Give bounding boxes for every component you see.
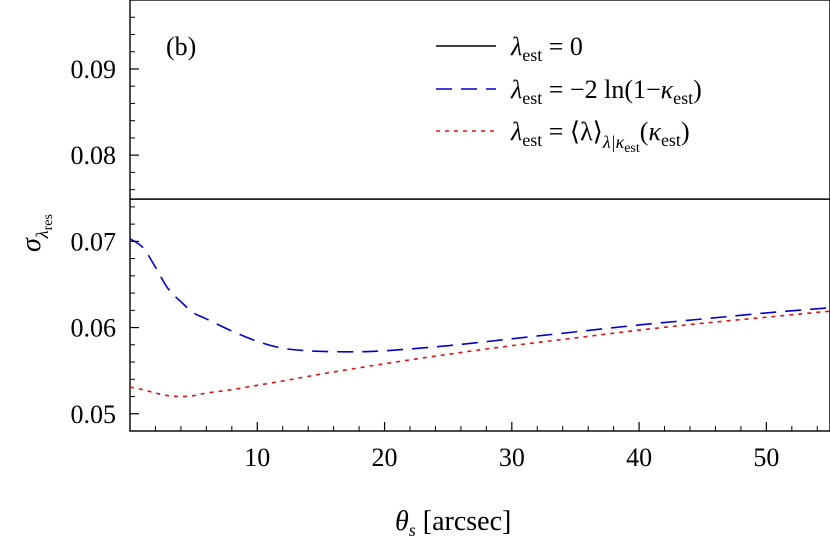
series-layer — [129, 198, 830, 398]
plot-frame — [129, 0, 830, 432]
x-tick-label-50: 50 — [753, 443, 779, 472]
tick-layer: 10 20 30 40 50 0.05 0.06 0.07 0.08 0.09 — [71, 0, 818, 472]
panel-label: (b) — [166, 32, 196, 61]
series-line-3 — [129, 310, 830, 398]
series-line-2 — [129, 238, 830, 353]
y-tick-label-4: 0.09 — [71, 55, 117, 84]
x-tick-label-40: 40 — [626, 443, 652, 472]
y-tick-label-2: 0.07 — [71, 227, 117, 256]
x-tick-label-10: 10 — [244, 443, 270, 472]
y-tick-label-3: 0.08 — [71, 141, 117, 170]
legend-entry-2: λest = −2 ln(1−κest) — [510, 75, 702, 108]
legend: λest = 0 λest = −2 ln(1−κest) λest = ⟨λ⟩… — [436, 32, 702, 156]
x-tick-label-20: 20 — [372, 443, 398, 472]
legend-entry-1: λest = 0 — [510, 32, 583, 65]
legend-entry-3: λest = ⟨λ⟩λ|κest(κest) — [510, 117, 690, 156]
y-tick-label-0: 0.05 — [71, 400, 117, 429]
y-axis-title: σλres — [16, 214, 56, 252]
x-tick-label-30: 30 — [499, 443, 525, 472]
y-tick-label-1: 0.06 — [71, 314, 117, 343]
x-axis-title: θs [arcsec] — [395, 506, 511, 539]
